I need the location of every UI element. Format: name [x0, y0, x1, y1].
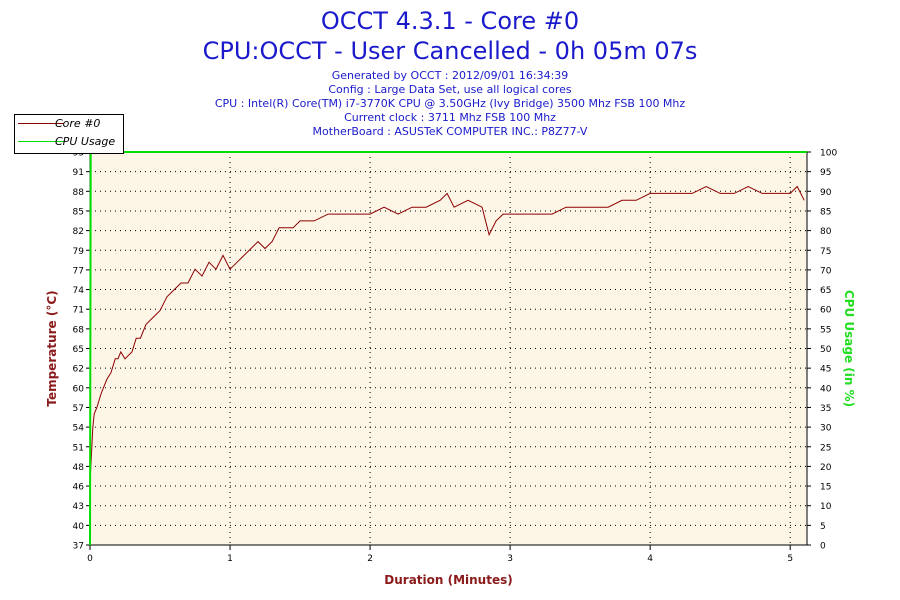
y2-tick-label: 20 — [820, 463, 832, 473]
y-tick-label: 40 — [73, 522, 85, 532]
y-axis-label: Temperature (°C) — [45, 290, 59, 406]
info-cpu: CPU : Intel(R) Core(TM) i7-3770K CPU @ 3… — [214, 97, 686, 110]
y2-tick-label: 60 — [820, 306, 832, 316]
info-generated: Generated by OCCT : 2012/09/01 16:34:39 — [331, 69, 569, 82]
y2-tick-label: 75 — [820, 247, 831, 257]
y-tick-label: 60 — [73, 384, 85, 394]
y2-tick-label: 90 — [820, 188, 832, 198]
y-tick-label: 57 — [73, 404, 84, 414]
y2-tick-label: 45 — [820, 365, 831, 375]
legend-item-core0: Core #0 — [15, 115, 123, 133]
y2-tick-label: 80 — [820, 227, 832, 237]
y-tick-label: 82 — [73, 227, 84, 237]
y2-tick-label: 0 — [820, 542, 826, 552]
chart-subtitle: CPU:OCCT - User Cancelled - 0h 05m 07s — [202, 37, 698, 65]
y2-tick-label: 50 — [820, 345, 832, 355]
y2-tick-label: 15 — [820, 483, 831, 493]
y-tick-label: 77 — [73, 266, 84, 276]
y2-tick-label: 10 — [820, 502, 832, 512]
y-tick-label: 65 — [73, 345, 84, 355]
y2-axis-label: CPU Usage (in %) — [842, 290, 856, 407]
y2-tick-label: 100 — [820, 149, 837, 159]
y2-tick-label: 95 — [820, 168, 831, 178]
info-motherboard: MotherBoard : ASUSTeK COMPUTER INC.: P8Z… — [312, 125, 588, 138]
y-tick-label: 37 — [73, 542, 84, 552]
y-tick-label: 91 — [73, 168, 84, 178]
legend-swatch-cpu-usage — [18, 141, 64, 142]
legend-item-cpu-usage: CPU Usage — [15, 133, 123, 151]
y2-tick-label: 55 — [820, 325, 831, 335]
legend-label-core0: Core #0 — [55, 117, 101, 130]
info-config: Config : Large Data Set, use all logical… — [328, 83, 572, 96]
x-axis-label: Duration (Minutes) — [384, 573, 512, 587]
x-tick-label: 0 — [87, 554, 93, 564]
y-tick-label: 88 — [73, 188, 85, 198]
legend-label-cpu-usage: CPU Usage — [55, 135, 116, 148]
series-line-core0 — [89, 185, 805, 483]
info-clock: Current clock : 3711 Mhz FSB 100 Mhz — [344, 111, 556, 124]
legend-swatch-core0 — [18, 123, 64, 124]
y-tick-label: 46 — [73, 483, 85, 493]
y-tick-label: 51 — [73, 443, 84, 453]
y-tick-label: 54 — [73, 424, 85, 434]
x-tick-label: 4 — [647, 554, 653, 564]
chart-title: OCCT 4.3.1 - Core #0 — [320, 7, 580, 35]
y-tick-label: 68 — [73, 325, 85, 335]
y2-tick-label: 30 — [820, 424, 832, 434]
plot-area — [90, 152, 807, 545]
y-tick-label: 43 — [73, 502, 84, 512]
y-tick-label: 79 — [73, 247, 85, 257]
y2-tick-label: 5 — [820, 522, 826, 532]
y-tick-label: 71 — [73, 306, 84, 316]
y2-tick-label: 35 — [820, 404, 831, 414]
x-tick-label: 5 — [787, 554, 793, 564]
y-tick-label: 85 — [73, 207, 84, 217]
y-tick-label: 74 — [73, 286, 85, 296]
y-tick-label: 48 — [73, 463, 85, 473]
y2-tick-label: 40 — [820, 384, 832, 394]
x-tick-label: 3 — [507, 554, 513, 564]
y-tick-label: 62 — [73, 365, 84, 375]
y2-tick-label: 85 — [820, 207, 831, 217]
y2-tick-label: 65 — [820, 286, 831, 296]
legend: Core #0 CPU Usage — [14, 114, 124, 154]
y2-tick-label: 70 — [820, 266, 832, 276]
y2-tick-label: 25 — [820, 443, 831, 453]
x-tick-label: 2 — [367, 554, 373, 564]
x-tick-label: 1 — [227, 554, 233, 564]
